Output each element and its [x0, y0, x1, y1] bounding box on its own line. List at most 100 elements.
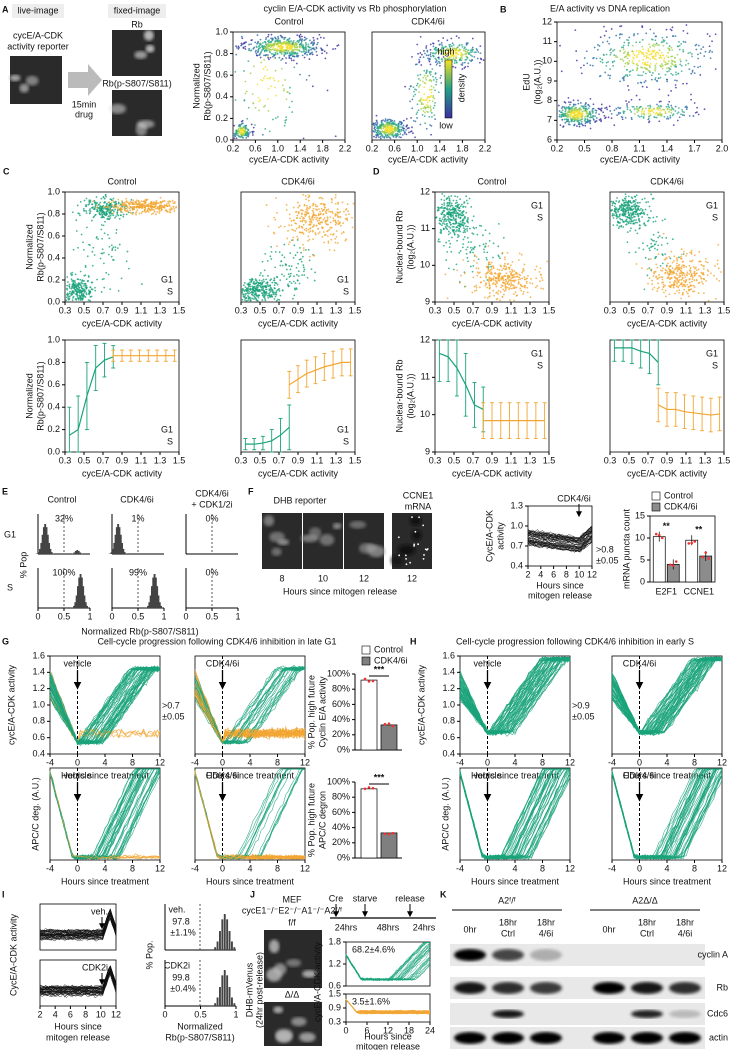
point: [461, 57, 463, 59]
point: [488, 283, 490, 285]
point: [521, 286, 523, 288]
point: [449, 214, 451, 216]
point: [73, 296, 75, 298]
point: [485, 285, 487, 287]
point: [257, 300, 259, 302]
point: [642, 39, 644, 41]
point: [330, 233, 332, 235]
point: [318, 34, 320, 36]
point: [652, 45, 654, 47]
point: [685, 64, 687, 66]
x-tick-label: 1.1: [633, 143, 646, 153]
point: [670, 66, 672, 68]
point: [655, 44, 657, 46]
point: [302, 46, 304, 48]
point: [241, 37, 243, 39]
point: [303, 48, 305, 50]
point: [101, 291, 103, 293]
point: [71, 287, 73, 289]
label: high: [437, 46, 454, 56]
point: [243, 284, 245, 286]
point: [293, 207, 295, 209]
point: [588, 107, 590, 109]
point: [76, 291, 78, 293]
point: [312, 238, 314, 240]
point: [472, 38, 474, 40]
point: [109, 207, 111, 209]
point: [118, 203, 120, 205]
point: [467, 226, 469, 228]
point: [293, 281, 295, 283]
point: [386, 131, 388, 133]
point: [288, 55, 290, 57]
point: [571, 112, 573, 114]
point: [138, 200, 140, 202]
point: [255, 289, 257, 291]
point: [471, 232, 473, 234]
point: [299, 39, 301, 41]
point: [507, 281, 509, 283]
point: [672, 74, 674, 76]
point: [242, 299, 244, 301]
point: [335, 197, 337, 199]
point: [454, 234, 456, 236]
point: [306, 212, 308, 214]
point: [611, 113, 613, 115]
point: [586, 111, 588, 113]
point: [78, 213, 80, 215]
point: [489, 240, 491, 242]
point: [603, 115, 605, 117]
point: [270, 77, 272, 79]
point: [299, 231, 301, 233]
label: S: [343, 286, 349, 296]
point: [679, 59, 681, 61]
point: [508, 276, 510, 278]
point: [603, 26, 605, 28]
point: [292, 50, 294, 52]
point: [507, 263, 509, 265]
point: [493, 276, 495, 278]
point: [699, 66, 701, 68]
point: [160, 210, 162, 212]
point: [422, 107, 424, 109]
point: [486, 266, 488, 268]
point: [452, 214, 454, 216]
point: [651, 53, 653, 55]
point: [441, 60, 443, 62]
point: [669, 49, 671, 51]
point: [679, 45, 681, 47]
x-tick-label: 2.0: [716, 143, 729, 153]
point: [519, 288, 521, 290]
point: [390, 133, 392, 135]
point: [255, 283, 257, 285]
point: [264, 291, 266, 293]
point: [296, 63, 298, 65]
point: [666, 42, 668, 44]
point: [321, 52, 323, 54]
point: [269, 52, 271, 54]
label: cycE/A-CDK activity: [388, 154, 469, 164]
point: [468, 241, 470, 243]
point: [654, 68, 656, 70]
point: [330, 239, 332, 241]
point: [660, 105, 662, 107]
point: [100, 202, 102, 204]
point: [666, 79, 668, 81]
point: [582, 125, 584, 127]
point: [504, 263, 506, 265]
point: [236, 130, 238, 132]
point: [472, 276, 474, 278]
point: [290, 273, 292, 275]
point: [304, 36, 306, 38]
point: [243, 47, 245, 49]
point: [465, 212, 467, 214]
point: [650, 106, 652, 108]
label: cyclin E/A-CDK activity vs Rb phosphoryl…: [263, 3, 446, 13]
point: [613, 60, 615, 62]
point: [75, 285, 77, 287]
point: [621, 58, 623, 60]
point: [462, 212, 464, 214]
point: [296, 267, 298, 269]
point: [613, 54, 615, 56]
x-tick-label: 1.7: [688, 143, 701, 153]
